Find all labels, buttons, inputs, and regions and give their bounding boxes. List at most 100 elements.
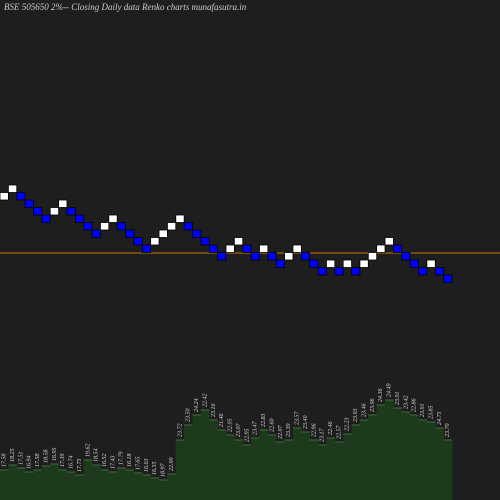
- price-label: 23.85: [428, 406, 434, 420]
- price-label: 17.65: [135, 457, 141, 471]
- renko-brick: [376, 244, 386, 253]
- renko-brick: [267, 252, 277, 261]
- renko-brick: [351, 267, 361, 276]
- price-label: 23.17: [320, 428, 326, 443]
- price-label: 17.51: [18, 452, 24, 466]
- volume-bar: [175, 440, 185, 500]
- price-label: 18.58: [43, 450, 49, 464]
- price-label: 23.47: [252, 421, 259, 436]
- volume-bar: [267, 435, 277, 500]
- price-label: 22.83: [261, 414, 267, 428]
- price-label: 18.25: [10, 449, 16, 463]
- renko-brick: [401, 252, 411, 261]
- volume-bar: [309, 440, 319, 500]
- volume-bar: [226, 435, 235, 500]
- price-label: 16.95: [52, 448, 58, 462]
- renko-brick: [342, 259, 352, 268]
- renko-brick: [41, 214, 51, 223]
- price-label: 22.05: [228, 419, 234, 433]
- volume-bar: [284, 440, 294, 500]
- volume-bar: [401, 412, 411, 500]
- price-label: 16.94: [26, 456, 33, 470]
- price-label: 23.40: [302, 416, 309, 430]
- volume-bar: [167, 474, 177, 500]
- renko-brick: [141, 244, 152, 253]
- renko-brick: [384, 237, 394, 246]
- price-label: 17.39: [60, 454, 66, 468]
- price-label: 22.57: [336, 425, 342, 440]
- volume-bar: [209, 420, 218, 500]
- price-label: 23.72: [177, 424, 183, 438]
- volume-bar: [276, 442, 285, 500]
- volume-bar: [75, 475, 85, 500]
- renko-brick: [434, 267, 445, 276]
- volume-bar: [410, 415, 419, 500]
- price-label: 23.96: [370, 399, 376, 413]
- volume-bar: [334, 442, 344, 500]
- volume-bar: [16, 468, 26, 500]
- price-label: 22.42: [201, 394, 208, 408]
- price-label: 23.93: [353, 409, 359, 423]
- price-label: 24.75: [436, 412, 443, 426]
- volume-bar: [385, 400, 394, 500]
- volume-bar: [100, 470, 110, 500]
- price-label: 22.96: [311, 424, 317, 438]
- price-label: 16.55: [152, 462, 158, 476]
- volume-bar: [192, 415, 202, 500]
- renko-brick: [91, 229, 101, 238]
- renko-brick: [393, 244, 403, 253]
- price-label: 18.97: [161, 463, 167, 478]
- volume-bar: [376, 405, 386, 500]
- price-label: 17.79: [119, 452, 125, 466]
- renko-brick: [49, 207, 59, 216]
- volume-bar: [142, 475, 151, 500]
- volume-bar: [117, 468, 126, 500]
- price-label: 17.43: [109, 456, 116, 470]
- price-label: 22.86: [412, 399, 418, 413]
- volume-bar: [242, 445, 252, 500]
- renko-brick: [409, 259, 419, 268]
- volume-bar: [393, 408, 403, 500]
- renko-brick: [233, 237, 244, 246]
- price-label: 23.39: [286, 424, 292, 438]
- volume-bar: [58, 470, 68, 500]
- price-label: 23.50: [186, 409, 192, 423]
- renko-brick: [443, 274, 453, 283]
- price-label: 23.07: [236, 423, 242, 438]
- renko-brick: [108, 214, 118, 223]
- price-label: 23.16: [211, 404, 217, 418]
- volume-bar: [351, 425, 361, 500]
- renko-brick: [16, 192, 26, 201]
- price-label: 24.49: [386, 384, 393, 398]
- renko-brick: [83, 222, 93, 231]
- price-label: 19.62: [85, 444, 91, 458]
- renko-brick: [242, 244, 252, 253]
- renko-brick: [334, 267, 344, 276]
- volume-bar: [359, 420, 369, 500]
- volume-bar: [41, 466, 51, 500]
- volume-bar: [251, 438, 260, 500]
- renko-brick: [175, 214, 185, 223]
- renko-brick: [125, 229, 135, 238]
- price-label: 24.24: [193, 399, 200, 413]
- volume-bar: [217, 430, 227, 500]
- renko-brick: [259, 244, 269, 253]
- price-label: 17.75: [77, 459, 83, 473]
- renko-brick: [167, 222, 177, 231]
- volume-bar: [8, 465, 18, 500]
- renko-brick: [292, 244, 302, 253]
- volume-bar: [66, 472, 76, 500]
- renko-brick: [133, 237, 143, 246]
- price-label: 22.90: [169, 458, 175, 472]
- volume-bar: [184, 425, 193, 500]
- renko-brick: [367, 252, 378, 261]
- renko-brick: [309, 259, 319, 268]
- renko-brick: [0, 192, 9, 201]
- volume-bar: [200, 410, 210, 500]
- volume-bar: [435, 428, 444, 500]
- renko-brick: [300, 252, 311, 261]
- volume-bar: [301, 432, 311, 500]
- volume-bar: [92, 465, 101, 500]
- volume-bar: [426, 422, 436, 500]
